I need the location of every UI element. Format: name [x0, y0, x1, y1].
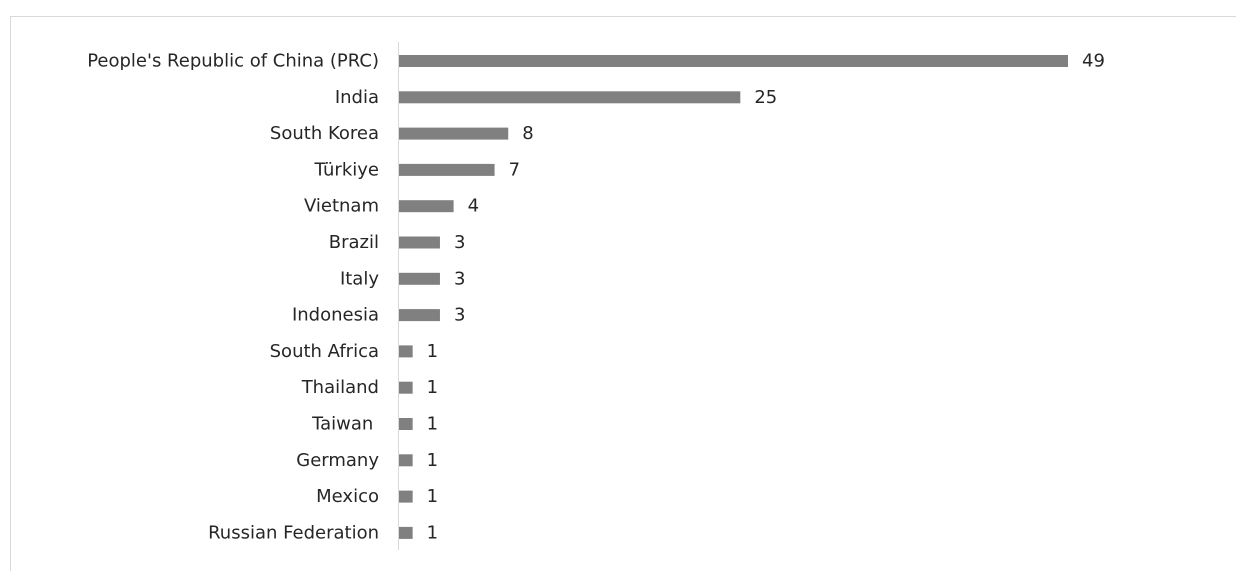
data-label: 1: [427, 414, 438, 435]
bar: [399, 454, 413, 467]
bar: [399, 163, 495, 176]
category-label: Taiwan: [311, 414, 379, 435]
data-label: 1: [427, 450, 438, 471]
bar: [399, 490, 413, 503]
category-label: Germany: [296, 450, 379, 471]
category-label: Vietnam: [304, 196, 379, 217]
bar: [399, 526, 413, 539]
category-label: Türkiye: [314, 159, 380, 180]
bar: [399, 55, 1068, 67]
bar: [399, 309, 440, 322]
bar: [399, 91, 741, 104]
bar: [399, 345, 413, 358]
data-label: 1: [427, 341, 438, 362]
data-label: 3: [454, 268, 465, 289]
category-label: Italy: [340, 268, 379, 289]
category-label: South Korea: [270, 123, 379, 144]
bar: [399, 236, 440, 249]
bars-layer: [399, 55, 1068, 539]
data-label: 49: [1082, 51, 1105, 72]
data-label: 4: [468, 196, 479, 217]
data-label: 1: [427, 377, 438, 398]
category-label: Russian Federation: [208, 522, 379, 543]
data-label: 3: [454, 232, 465, 253]
data-label: 25: [754, 87, 777, 108]
category-labels-layer: People's Republic of China (PRC) India Sou…: [87, 51, 379, 544]
bar: [399, 272, 440, 285]
data-label: 1: [427, 486, 438, 507]
category-label: Brazil: [329, 232, 379, 253]
data-label: 8: [522, 123, 533, 144]
data-label: 3: [454, 305, 465, 326]
category-label: People's Republic of China (PRC): [87, 51, 379, 72]
category-label: Indonesia: [292, 305, 379, 326]
bar: [399, 200, 454, 213]
bar: [399, 381, 413, 394]
category-label: India: [335, 87, 379, 108]
category-label: Mexico: [316, 486, 379, 507]
data-label: 7: [509, 159, 520, 180]
category-label: Thailand: [301, 377, 379, 398]
chart-area: [10, 16, 1236, 571]
bar: [399, 127, 509, 140]
category-label: South Africa: [270, 341, 379, 362]
data-label: 1: [427, 522, 438, 543]
bar: [399, 418, 413, 430]
